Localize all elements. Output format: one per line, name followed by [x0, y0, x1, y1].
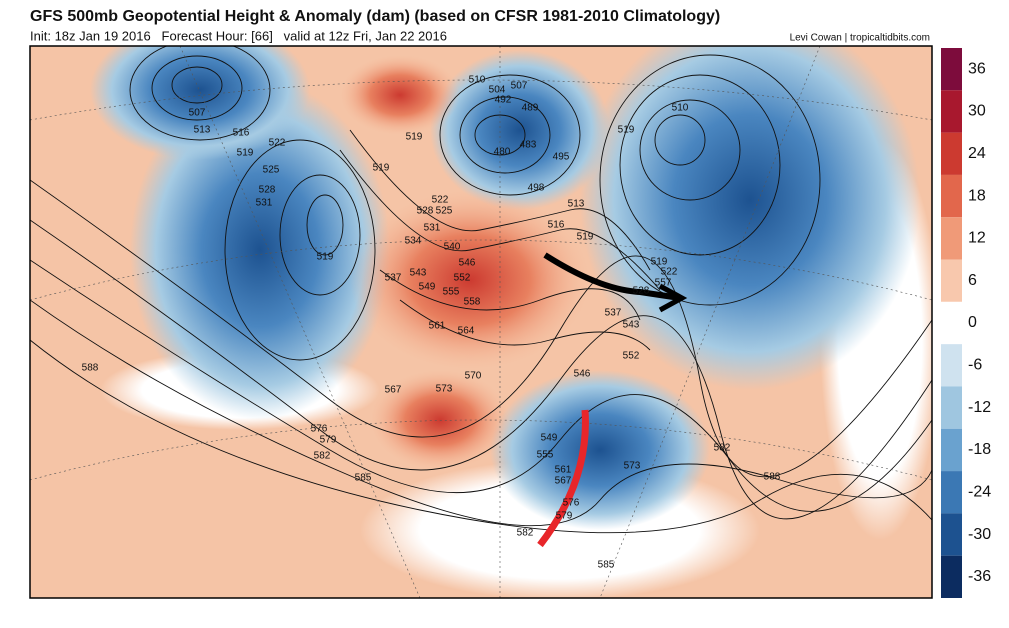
colorbar-label: 0	[968, 314, 977, 331]
contour-label: 537	[605, 308, 622, 319]
contour-label: 528	[633, 286, 650, 297]
contour-label: 480	[494, 147, 511, 158]
contour-label: 552	[454, 273, 471, 284]
contour-label: 555	[443, 287, 460, 298]
colorbar-swatch	[941, 471, 962, 514]
contour-label: 552	[623, 351, 640, 362]
contour-label: 588	[82, 363, 99, 374]
contour-label: 546	[459, 258, 476, 269]
contour-label: 543	[623, 320, 640, 331]
colorbar-label: 30	[968, 103, 986, 120]
contour-label: 561	[429, 321, 446, 332]
contour-label: 546	[574, 369, 591, 380]
contour-label: 525	[436, 206, 453, 217]
contour-label: 519	[618, 125, 635, 136]
contour-label: 483	[520, 140, 537, 151]
contour-label: 582	[517, 528, 534, 539]
colorbar-swatch	[941, 555, 962, 598]
contour-label: 504	[489, 85, 506, 96]
colorbar-label: 36	[968, 60, 986, 77]
contour-label: 489	[522, 103, 539, 114]
contour-label: 534	[405, 236, 422, 247]
contour-label: 498	[528, 183, 545, 194]
colorbar-swatch	[941, 90, 962, 133]
contour-label: 543	[410, 268, 427, 279]
colorbar-label: -6	[968, 357, 982, 374]
colorbar-label: 12	[968, 230, 986, 247]
contour-label: 492	[495, 95, 512, 106]
contour-label: 540	[444, 242, 461, 253]
contour-label: 549	[541, 433, 558, 444]
contour-label: 573	[624, 461, 641, 472]
contour-label: 513	[568, 199, 585, 210]
colorbar-swatch	[941, 259, 962, 302]
contour-label: 561	[555, 465, 572, 476]
contour-label: 555	[537, 450, 554, 461]
contour-label: 564	[458, 326, 475, 337]
colorbar-swatch	[941, 48, 962, 91]
contour-label: 585	[598, 560, 615, 571]
contour-label: 507	[189, 108, 206, 119]
contour-label: 519	[651, 257, 668, 268]
contour-label: 588	[764, 472, 781, 483]
contour-label: 582	[714, 443, 731, 454]
colorbar-swatch	[941, 301, 962, 345]
contour-label: 558	[464, 297, 481, 308]
contour-label: 585	[355, 473, 372, 484]
contour-label: 567	[555, 476, 572, 487]
colorbar-label: -12	[968, 399, 991, 416]
contour-label: 579	[556, 511, 573, 522]
contour-label: 519	[373, 163, 390, 174]
colorbar-label: -30	[968, 526, 991, 543]
colorbar-swatch	[941, 132, 962, 175]
contour-label: 513	[194, 125, 211, 136]
colorbar-label: -18	[968, 441, 991, 458]
subtitle: Init: 18z Jan 19 2016 Forecast Hour: [66…	[30, 28, 447, 43]
contour-label: 510	[672, 103, 689, 114]
colorbar-swatch	[941, 386, 962, 429]
contour-label: 531	[256, 198, 273, 209]
colorbar-label: -36	[968, 568, 991, 585]
contour-label: 519	[406, 132, 423, 143]
contour-label: 510	[469, 75, 486, 86]
contour-label: 519	[317, 252, 334, 263]
contour-label: 531	[424, 223, 441, 234]
contour-label: 522	[432, 195, 449, 206]
colorbar-swatch	[941, 217, 962, 260]
contour-label: 507	[511, 81, 528, 92]
contour-label: 549	[419, 282, 436, 293]
colorbar-label: -24	[968, 483, 991, 500]
colorbar-swatch	[941, 428, 962, 472]
colorbar-label: 18	[968, 187, 986, 204]
contour-label: 522	[269, 138, 286, 149]
contour-label: 537	[385, 273, 402, 284]
contour-label: 522	[661, 267, 678, 278]
contour-label: 576	[311, 424, 328, 435]
contour-label: 570	[465, 371, 482, 382]
contour-label: 573	[436, 384, 453, 395]
contour-label: 519	[237, 148, 254, 159]
title: GFS 500mb Geopotential Height & Anomaly …	[30, 8, 720, 25]
contour-label: 495	[553, 152, 570, 163]
contour-label: 528	[417, 206, 434, 217]
contour-label: 567	[385, 385, 402, 396]
contour-label: 557	[655, 278, 672, 289]
credit: Levi Cowan | tropicaltidbits.com	[790, 33, 930, 44]
contour-label: 528	[259, 185, 276, 196]
contour-label: 579	[320, 435, 337, 446]
contour-label: 576	[563, 498, 580, 509]
contour-label: 519	[577, 232, 594, 243]
colorbar-label: 6	[968, 272, 977, 289]
colorbar-swatch	[941, 513, 962, 556]
colorbar-label: 24	[968, 145, 986, 162]
contour-label: 516	[233, 128, 250, 139]
colorbar-swatch	[941, 174, 962, 218]
contour-label: 516	[548, 220, 565, 231]
colorbar-swatch	[941, 344, 962, 387]
contour-label: 525	[263, 165, 280, 176]
contour-label: 582	[314, 451, 331, 462]
